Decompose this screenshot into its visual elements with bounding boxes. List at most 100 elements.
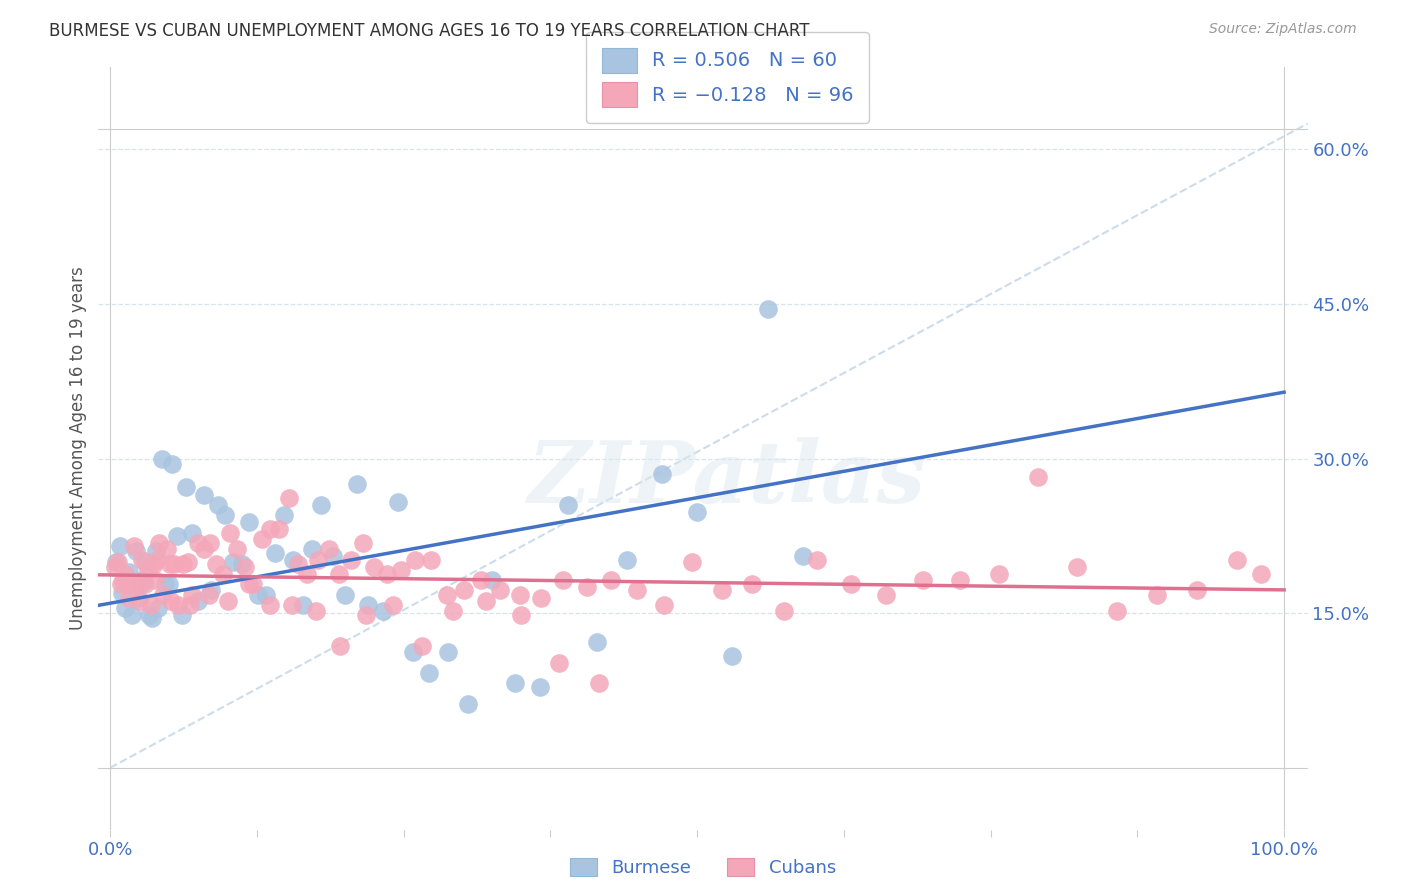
Point [411, 639, 433, 653]
Point [839, 577, 862, 591]
Point [114, 566, 136, 581]
Point [588, 676, 610, 690]
Point [1066, 559, 1088, 574]
Point [204, 557, 226, 571]
Point [146, 552, 169, 566]
Point [418, 665, 440, 680]
Point [250, 532, 273, 546]
Point [547, 656, 569, 670]
Point [419, 552, 441, 566]
Point [269, 522, 291, 536]
Point [138, 608, 160, 623]
Point [301, 542, 323, 557]
Point [110, 577, 132, 591]
Point [291, 598, 314, 612]
Point [600, 573, 623, 587]
Point [159, 557, 181, 571]
Point [145, 544, 167, 558]
Point [346, 477, 368, 491]
Point [354, 608, 377, 623]
Point [281, 598, 304, 612]
Point [150, 451, 173, 466]
Point [132, 573, 155, 587]
Point [721, 649, 744, 664]
Point [557, 498, 579, 512]
Point [108, 539, 131, 553]
Point [475, 594, 498, 608]
Text: BURMESE VS CUBAN UNEMPLOYMENT AMONG AGES 16 TO 19 YEARS CORRELATION CHART: BURMESE VS CUBAN UNEMPLOYMENT AMONG AGES… [49, 22, 810, 40]
Point [125, 577, 148, 591]
Point [441, 604, 464, 618]
Point [131, 552, 153, 566]
Point [389, 563, 412, 577]
Point [200, 583, 222, 598]
Point [141, 611, 163, 625]
Point [1250, 566, 1272, 581]
Point [143, 573, 166, 587]
Point [155, 542, 177, 557]
Point [297, 566, 319, 581]
Point [404, 552, 426, 566]
Point [436, 588, 458, 602]
Point [509, 588, 531, 602]
Point [363, 559, 385, 574]
Point [125, 544, 148, 558]
Point [457, 697, 479, 711]
Legend: R = 0.506   N = 60, R = −0.128   N = 96: R = 0.506 N = 60, R = −0.128 N = 96 [586, 32, 869, 123]
Point [148, 536, 170, 550]
Point [259, 598, 281, 612]
Point [1026, 470, 1049, 484]
Point [128, 594, 150, 608]
Point [219, 525, 242, 540]
Point [172, 557, 194, 571]
Point [105, 555, 128, 569]
Point [233, 559, 256, 574]
Point [160, 594, 183, 608]
Text: ZIPatlas: ZIPatlas [529, 437, 927, 521]
Point [193, 487, 215, 501]
Point [318, 542, 340, 557]
Point [503, 676, 526, 690]
Point [529, 681, 551, 695]
Point [107, 555, 129, 569]
Point [756, 302, 779, 317]
Point [510, 608, 533, 623]
Point [217, 594, 239, 608]
Text: Source: ZipAtlas.com: Source: ZipAtlas.com [1209, 22, 1357, 37]
Point [112, 573, 135, 587]
Point [352, 536, 374, 550]
Point [987, 566, 1010, 581]
Point [118, 591, 141, 605]
Point [111, 585, 134, 599]
Point [530, 591, 553, 605]
Point [575, 580, 598, 594]
Point [652, 598, 675, 612]
Point [710, 583, 733, 598]
Point [121, 608, 143, 623]
Point [586, 635, 609, 649]
Point [489, 583, 512, 598]
Point [626, 583, 648, 598]
Point [322, 549, 344, 564]
Point [651, 467, 673, 481]
Point [242, 577, 264, 591]
Point [453, 583, 475, 598]
Point [875, 588, 897, 602]
Point [340, 552, 363, 566]
Point [357, 598, 380, 612]
Point [114, 601, 136, 615]
Point [181, 588, 204, 602]
Point [371, 604, 394, 618]
Legend: Burmese, Cubans: Burmese, Cubans [562, 851, 844, 884]
Point [167, 598, 190, 612]
Point [333, 588, 356, 602]
Point [181, 525, 204, 540]
Point [127, 591, 149, 605]
Point [375, 566, 398, 581]
Point [207, 498, 229, 512]
Point [263, 546, 285, 560]
Point [152, 588, 174, 602]
Point [222, 555, 245, 569]
Point [382, 598, 405, 612]
Point [238, 516, 260, 530]
